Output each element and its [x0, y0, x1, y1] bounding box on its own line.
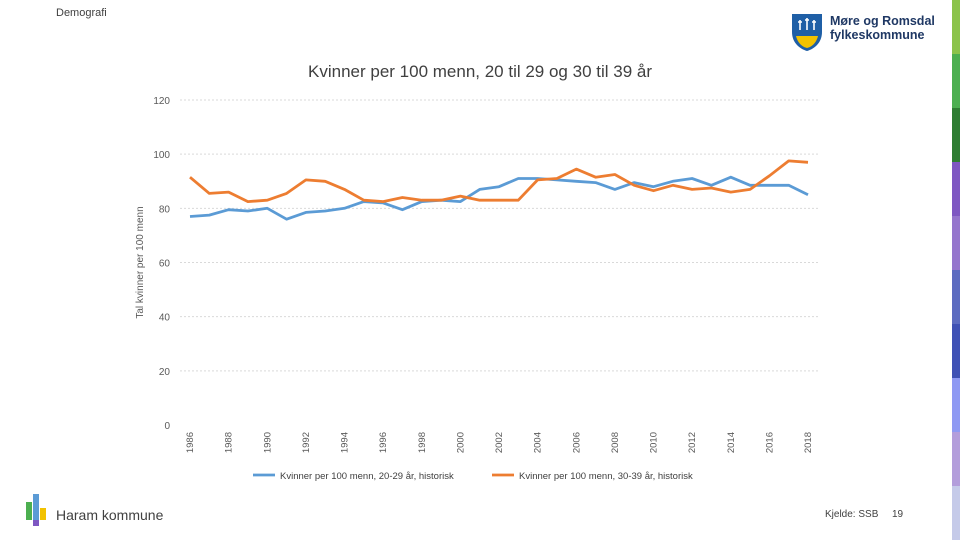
- y-tick-label: 0: [164, 421, 170, 432]
- x-tick-label: 1988: [224, 432, 235, 453]
- color-stripe: [952, 54, 960, 108]
- logo-line-1: Møre og Romsdal: [830, 14, 935, 28]
- x-tick-label: 2000: [455, 432, 466, 453]
- color-stripe: [952, 432, 960, 486]
- color-stripe: [952, 216, 960, 270]
- x-tick-label: 1998: [417, 432, 428, 453]
- footer-branding: Haram kommune: [26, 494, 196, 526]
- series-line-1: [189, 175, 809, 221]
- x-tick-label: 2018: [803, 432, 814, 453]
- y-tick-label: 80: [159, 204, 171, 215]
- chart-title: Kvinner per 100 menn, 20 til 29 og 30 ti…: [308, 62, 652, 81]
- x-tick-label: 2008: [610, 432, 621, 453]
- x-tick-label: 2010: [649, 432, 660, 453]
- x-tick-label: 2004: [533, 432, 544, 453]
- source-note: Kjelde: SSB: [825, 509, 879, 520]
- x-tick-label: 2016: [764, 432, 775, 453]
- x-tick-label: 1994: [340, 432, 351, 453]
- municipality-logo-icon: [26, 494, 46, 526]
- y-tick-label: 40: [159, 313, 171, 324]
- color-stripe: [952, 270, 960, 324]
- y-axis-label: Tal kvinner per 100 menn: [135, 206, 146, 318]
- coat-of-arms-icon: [792, 14, 822, 51]
- x-tick-label: 2006: [571, 432, 582, 453]
- footer-org-name: Haram kommune: [56, 507, 164, 523]
- x-tick-label: 1986: [185, 432, 196, 453]
- series-line-2: [189, 159, 809, 204]
- x-tick-label: 2012: [687, 432, 698, 453]
- y-tick-label: 100: [153, 150, 170, 161]
- legend-label: Kvinner per 100 menn, 30-39 år, historis…: [519, 471, 693, 482]
- y-tick-label: 20: [159, 367, 171, 378]
- x-tick-label: 1992: [301, 432, 312, 453]
- x-tick-label: 2014: [726, 432, 737, 453]
- color-stripe: [952, 162, 960, 216]
- logo-line-2: fylkeskommune: [830, 28, 925, 42]
- page-number: 19: [892, 509, 904, 520]
- y-tick-label: 120: [153, 96, 170, 107]
- color-stripe: [952, 324, 960, 378]
- x-tick-label: 1990: [262, 432, 273, 453]
- legend-label: Kvinner per 100 menn, 20-29 år, historis…: [280, 471, 454, 482]
- x-tick-label: 2002: [494, 432, 505, 453]
- county-logo: Møre og Romsdal fylkeskommune: [790, 12, 940, 54]
- color-stripe: [952, 0, 960, 54]
- color-stripe: [952, 486, 960, 540]
- y-tick-label: 60: [159, 259, 171, 270]
- section-label: Demografi: [56, 7, 107, 19]
- color-stripe: [952, 108, 960, 162]
- x-tick-label: 1996: [378, 432, 389, 453]
- color-stripe: [952, 378, 960, 432]
